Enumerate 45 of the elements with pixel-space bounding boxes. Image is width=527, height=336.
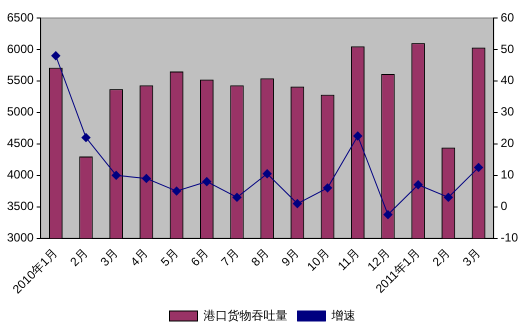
- point: [474, 162, 484, 172]
- x-tick-label: 9月: [278, 246, 302, 270]
- y-tick-label: 6500: [6, 10, 34, 24]
- point: [292, 199, 302, 208]
- y2-tick-label: 50: [500, 42, 514, 56]
- point: [81, 133, 90, 142]
- x-tick-label: 5月: [158, 246, 182, 270]
- y2-tick-label: 30: [500, 104, 514, 119]
- point: [232, 192, 242, 202]
- y2-tick-label: 20: [500, 136, 514, 150]
- x-tick-label: 8月: [248, 246, 272, 270]
- y-tick-label: 6000: [6, 42, 34, 56]
- x-tick-label: 2月: [430, 246, 453, 270]
- point: [112, 170, 121, 180]
- x-tick-label: 4月: [128, 246, 151, 270]
- y-tick-label: 5500: [6, 73, 34, 88]
- point: [383, 210, 392, 220]
- y-tick-label: 5000: [6, 104, 34, 119]
- point: [142, 174, 151, 183]
- y-tick-label: 4500: [6, 136, 34, 150]
- y2-tick-label: 40: [500, 73, 514, 88]
- x-tick-label: 3月: [460, 246, 484, 270]
- point: [202, 177, 212, 186]
- y-tick-label: 3000: [6, 230, 34, 245]
- point: [172, 186, 182, 196]
- point: [262, 169, 272, 178]
- y2-tick-label: 10: [500, 168, 514, 182]
- point: [353, 131, 362, 140]
- legend-label: 增速: [330, 308, 356, 322]
- point: [444, 192, 453, 202]
- x-tick-label: 7月: [218, 246, 242, 270]
- y-tick-label: 3500: [6, 199, 34, 214]
- x-tick-label: 10月: [304, 246, 332, 274]
- x-tick-label: 11月: [335, 246, 362, 274]
- x-tick-label: 6月: [188, 246, 212, 270]
- y-tick-label: 4000: [6, 168, 34, 182]
- x-tick-label: 3月: [98, 246, 121, 270]
- legend-label: 港口货物吞吐量: [204, 308, 288, 322]
- y2-tick-label: -10: [500, 230, 518, 245]
- x-tick-label: 2月: [67, 246, 90, 270]
- y2-tick-label: 0: [500, 199, 508, 214]
- point: [51, 51, 60, 60]
- point: [414, 180, 423, 190]
- point: [323, 183, 332, 192]
- y2-tick-label: 60: [500, 10, 514, 24]
